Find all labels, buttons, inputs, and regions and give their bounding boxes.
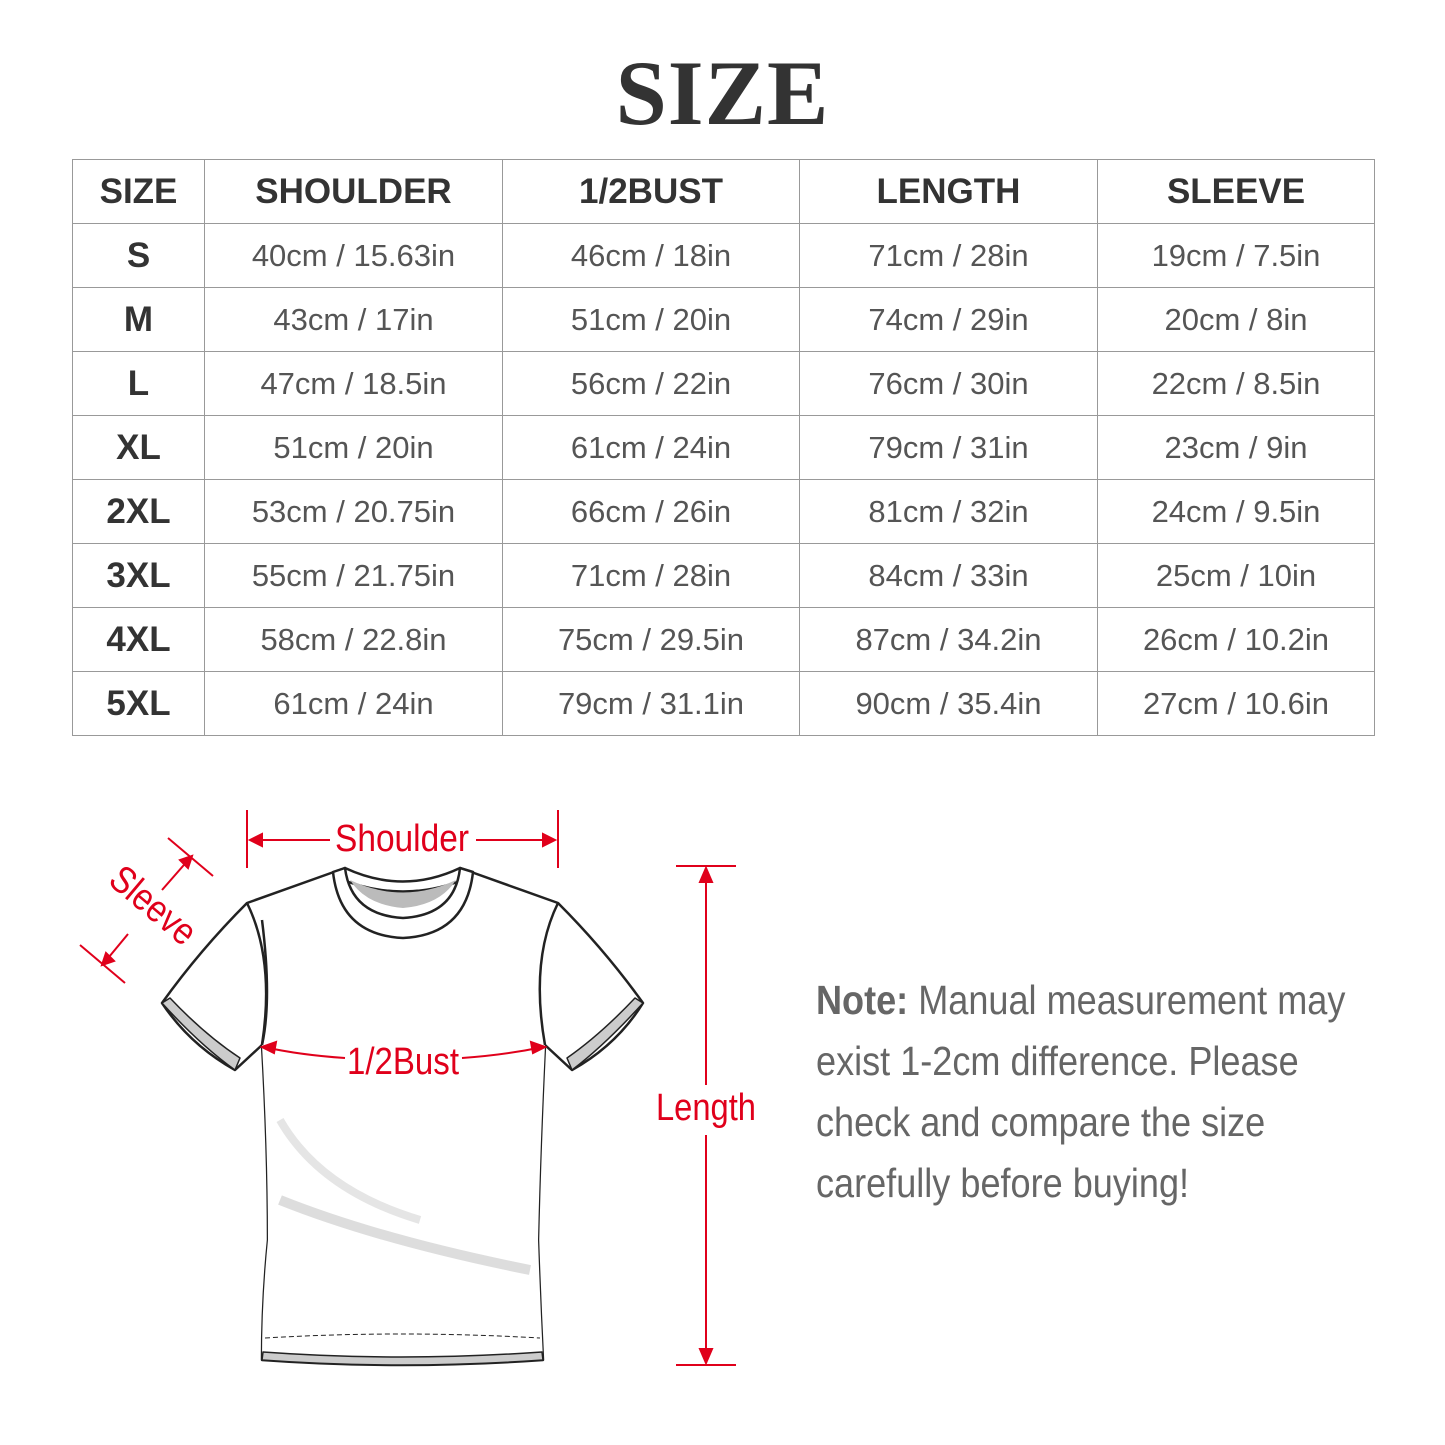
- measurement-lines: [79, 810, 736, 1366]
- measurement-cell: 55cm / 21.75in: [204, 543, 503, 608]
- measurement-cell: 51cm / 20in: [204, 415, 503, 480]
- table-row: XL 51cm / 20in 61cm / 24in 79cm / 31in 23cm …: [72, 415, 1375, 480]
- size-cell: L: [72, 351, 205, 416]
- measurement-cell: 46cm / 18in: [502, 223, 800, 288]
- measurement-cell: 22cm / 8.5in: [1097, 351, 1375, 416]
- sleeve-label: Sleeve: [101, 858, 205, 954]
- measurement-cell: 58cm / 22.8in: [204, 607, 503, 672]
- size-cell: M: [72, 287, 205, 352]
- table-row: L 47cm / 18.5in 56cm / 22in 76cm / 30in 22cm…: [72, 351, 1375, 416]
- note-line: check and compare the size: [816, 1099, 1266, 1145]
- size-cell: 5XL: [72, 671, 205, 736]
- table-row: 5XL 61cm / 24in 79cm / 31.1in 90cm / 35.4in…: [72, 671, 1375, 736]
- measurement-cell: 27cm / 10.6in: [1097, 671, 1375, 736]
- table-row: M 43cm / 17in 51cm / 20in 74cm / 29in 20cm /…: [72, 287, 1375, 352]
- measurement-cell: 43cm / 17in: [204, 287, 503, 352]
- table-row: S 40cm / 15.63in 46cm / 18in 71cm / 28in 19c…: [72, 223, 1375, 288]
- measurement-cell: 25cm / 10in: [1097, 543, 1375, 608]
- measurement-cell: 19cm / 7.5in: [1097, 223, 1375, 288]
- page-title: SIZE: [615, 42, 830, 144]
- size-cell: 2XL: [72, 479, 205, 544]
- measurement-cell: 26cm / 10.2in: [1097, 607, 1375, 672]
- measurement-cell: 20cm / 8in: [1097, 287, 1375, 352]
- note-line: exist 1-2cm difference. Please: [816, 1038, 1299, 1084]
- measurement-cell: 47cm / 18.5in: [204, 351, 503, 416]
- bust-label: 1/2Bust: [347, 1041, 459, 1083]
- measurement-cell: 71cm / 28in: [502, 543, 800, 608]
- note-line: carefully before buying!: [816, 1160, 1190, 1206]
- tshirt-icon: [160, 866, 645, 1367]
- measurement-cell: 79cm / 31in: [799, 415, 1098, 480]
- header-cell: 1/2BUST: [502, 159, 800, 224]
- table-header-row: SIZE SHOULDER 1/2BUST LENGTH SLEEVE: [72, 159, 1375, 224]
- size-cell: S: [72, 223, 205, 288]
- measurement-cell: 81cm / 32in: [799, 479, 1098, 544]
- measurement-cell: 75cm / 29.5in: [502, 607, 800, 672]
- measurement-cell: 61cm / 24in: [502, 415, 800, 480]
- header-cell: LENGTH: [799, 159, 1098, 224]
- measurement-cell: 23cm / 9in: [1097, 415, 1375, 480]
- measurement-cell: 76cm / 30in: [799, 351, 1098, 416]
- table-row: 3XL 55cm / 21.75in 71cm / 28in 84cm / 33in 2…: [72, 543, 1375, 608]
- size-cell: 3XL: [72, 543, 205, 608]
- note-text: Note: Manual measurement may exist 1-2cm…: [816, 970, 1346, 1214]
- measurement-cell: 24cm / 9.5in: [1097, 479, 1375, 544]
- length-label: Length: [656, 1087, 756, 1129]
- size-cell: 4XL: [72, 607, 205, 672]
- measurement-cell: 79cm / 31.1in: [502, 671, 800, 736]
- header-cell: SLEEVE: [1097, 159, 1375, 224]
- shoulder-label: Shoulder: [335, 818, 469, 860]
- note-label: Note:: [816, 977, 909, 1023]
- header-cell: SIZE: [72, 159, 205, 224]
- table-row: 2XL 53cm / 20.75in 66cm / 26in 81cm / 32in 2…: [72, 479, 1375, 544]
- measurement-cell: 90cm / 35.4in: [799, 671, 1098, 736]
- measurement-cell: 74cm / 29in: [799, 287, 1098, 352]
- measurement-cell: 56cm / 22in: [502, 351, 800, 416]
- size-table: SIZE SHOULDER 1/2BUST LENGTH SLEEVE S 40c…: [72, 159, 1375, 736]
- measurement-cell: 53cm / 20.75in: [204, 479, 503, 544]
- measurement-cell: 51cm / 20in: [502, 287, 800, 352]
- note-line: Manual measurement may: [918, 977, 1346, 1023]
- measurement-cell: 84cm / 33in: [799, 543, 1098, 608]
- measurement-cell: 66cm / 26in: [502, 479, 800, 544]
- measurement-cell: 40cm / 15.63in: [204, 223, 503, 288]
- measurement-cell: 61cm / 24in: [204, 671, 503, 736]
